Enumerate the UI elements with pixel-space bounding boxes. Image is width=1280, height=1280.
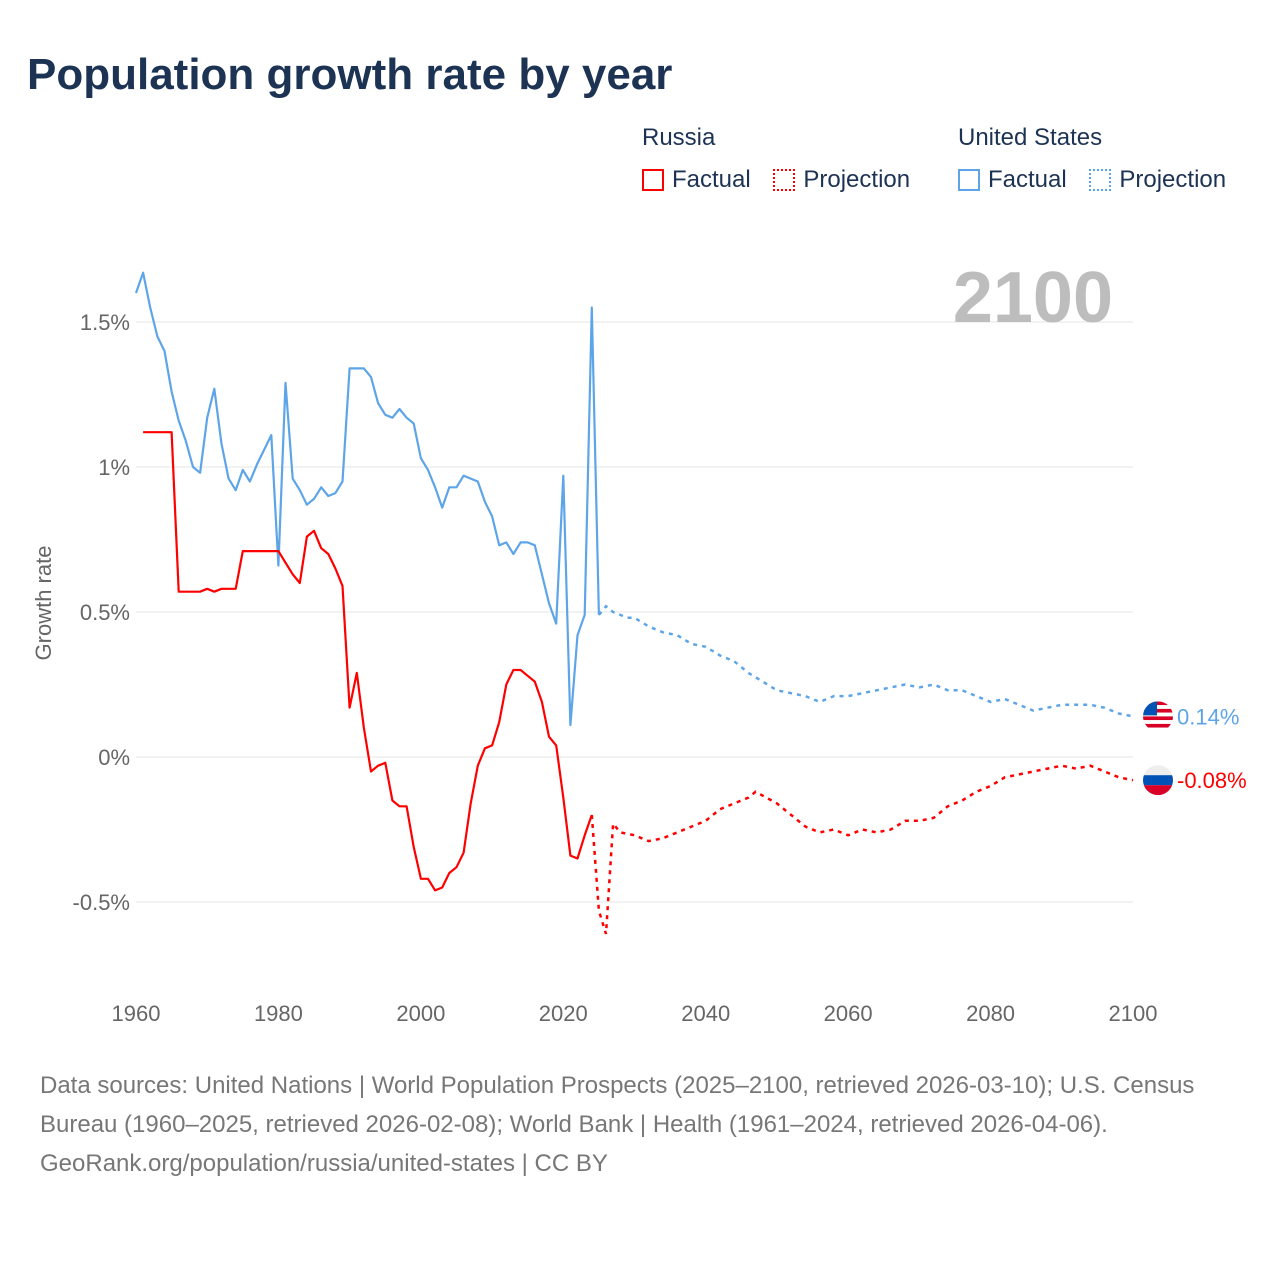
legend-group-title: United States xyxy=(958,124,1103,151)
x-tick-label: 2000 xyxy=(396,1001,445,1026)
legend-swatch-solid xyxy=(958,169,980,191)
united-states-factual-line xyxy=(134,271,600,727)
x-tick-label: 2100 xyxy=(1109,1001,1158,1026)
x-tick-label: 1980 xyxy=(254,1001,303,1026)
x-tick-label: 2060 xyxy=(824,1001,873,1026)
legend-russia: Russia Factual Projection xyxy=(642,124,926,198)
russia-factual-line xyxy=(143,431,593,892)
x-tick-label: 2020 xyxy=(539,1001,588,1026)
united-states-end-label: 0.14% xyxy=(1177,704,1239,729)
x-tick-label: 2080 xyxy=(966,1001,1015,1026)
legend-us-projection[interactable]: Projection xyxy=(1089,166,1226,194)
legend-group-title: Russia xyxy=(642,124,716,151)
russia-flag-icon xyxy=(1143,765,1173,796)
russia-end-label: -0.08% xyxy=(1177,768,1247,793)
legend-russia-projection[interactable]: Projection xyxy=(773,166,910,194)
legend-russia-factual[interactable]: Factual xyxy=(642,166,751,194)
footer: Data sources: United Nations | World Pop… xyxy=(40,1066,1230,1183)
line-chart: 1.5% 1% 0.5% 0% -0.5% 1960 1980 2000 2020 2040 206… xyxy=(31,258,1247,1026)
y-tick-label: 1% xyxy=(98,455,130,480)
legend-swatch-solid xyxy=(642,169,664,191)
legend-united-states: United States Factual Projection xyxy=(958,124,1242,198)
y-axis-label: Growth rate xyxy=(31,546,56,661)
legend-label: Projection xyxy=(803,166,911,193)
y-tick-label: 1.5% xyxy=(80,310,130,335)
x-tick-label: 1960 xyxy=(112,1001,161,1026)
legend-label: Factual xyxy=(672,166,751,193)
legend-label: Factual xyxy=(988,166,1067,193)
united-states-projection-line xyxy=(597,604,1134,718)
legend-label: Projection xyxy=(1119,166,1227,193)
data-sources: Data sources: United Nations | World Pop… xyxy=(40,1072,1195,1138)
y-tick-label: 0.5% xyxy=(80,600,130,625)
legend-us-factual[interactable]: Factual xyxy=(958,166,1067,194)
russia-projection-line xyxy=(590,764,1134,935)
y-tick-label: -0.5% xyxy=(73,890,130,915)
legend-swatch-dotted xyxy=(1089,169,1112,191)
credit-link[interactable]: GeoRank.org/population/russia/united-sta… xyxy=(40,1150,608,1177)
chart-title: Population growth rate by year xyxy=(27,50,673,99)
y-tick-label: 0% xyxy=(98,745,130,770)
year-label: 2100 xyxy=(953,258,1113,338)
legend-swatch-dotted xyxy=(773,169,796,191)
x-tick-label: 2040 xyxy=(681,1001,730,1026)
united-states-flag-icon xyxy=(1143,701,1173,732)
